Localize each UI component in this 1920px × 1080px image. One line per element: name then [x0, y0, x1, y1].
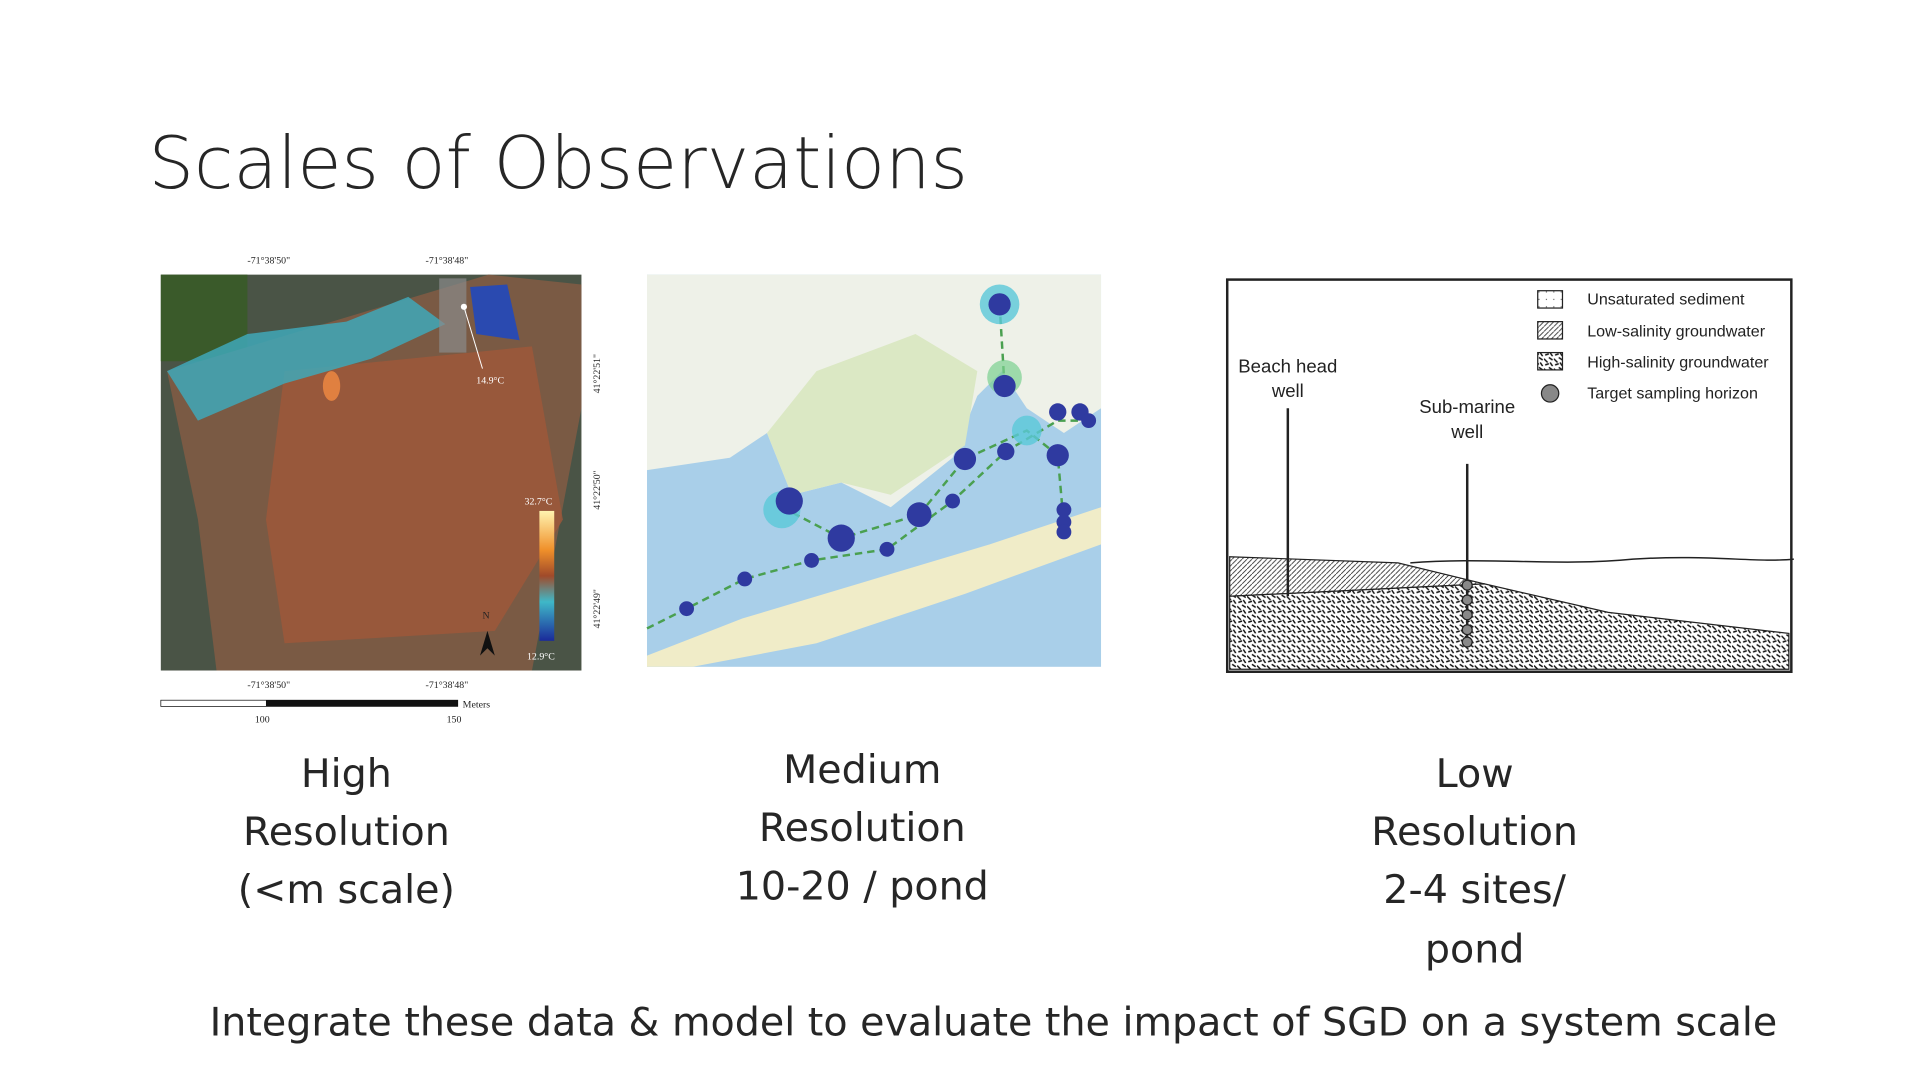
- caption-line: Medium: [783, 747, 941, 793]
- scale-tick: 150: [447, 714, 462, 725]
- side-label: 41°22'51": [592, 354, 603, 393]
- caption-line: High: [301, 751, 392, 797]
- north-label: N: [482, 611, 489, 622]
- side-label: 41°22'49": [592, 589, 603, 628]
- legend-entry: Target sampling horizon: [1587, 384, 1758, 402]
- well-label: Beach head: [1238, 355, 1337, 376]
- scale-tick: 100: [255, 714, 270, 725]
- map-figure: [646, 274, 1102, 667]
- thermal-figure: 14.9°C 32.7°C 12.9°C N -71°38'50" -71°38…: [160, 256, 603, 725]
- well-label: well: [1450, 421, 1483, 442]
- caption-line: Resolution: [1371, 809, 1578, 855]
- colorbar-min: 12.9°C: [527, 651, 555, 662]
- caption-line: pond: [1425, 926, 1525, 972]
- legend-entry: Low-salinity groundwater: [1587, 322, 1765, 340]
- caption-line: 2-4 sites/: [1383, 867, 1566, 913]
- point-label: 14.9°C: [476, 376, 504, 387]
- well-label: well: [1271, 380, 1304, 401]
- side-label: 41°22'50": [592, 470, 603, 509]
- caption-line: Resolution: [759, 805, 966, 851]
- colorbar-max: 32.7°C: [525, 497, 553, 508]
- caption-line: Low: [1436, 751, 1514, 797]
- well-label: Sub-marine: [1419, 396, 1515, 417]
- well-diagram: Beach head well Sub-marine well Unsatura…: [1225, 278, 1794, 673]
- legend-entry: High-salinity groundwater: [1587, 353, 1769, 371]
- captions: High Resolution (<m scale) Medium Resolu…: [238, 747, 1578, 972]
- legend-entry: Unsaturated sediment: [1587, 290, 1745, 308]
- caption-line: Resolution: [243, 809, 450, 855]
- top-label: -71°38'48": [426, 256, 469, 267]
- bottom-label: -71°38'50": [247, 680, 290, 691]
- slide-title: Scales of Observations: [148, 121, 968, 205]
- bottom-label: -71°38'48": [426, 680, 469, 691]
- caption-line: (<m scale): [238, 867, 455, 913]
- top-label: -71°38'50": [247, 256, 290, 267]
- scale-unit: Meters: [463, 700, 491, 711]
- footer-text: Integrate these data & model to evaluate…: [210, 999, 1778, 1045]
- caption-line: 10-20 / pond: [736, 863, 989, 909]
